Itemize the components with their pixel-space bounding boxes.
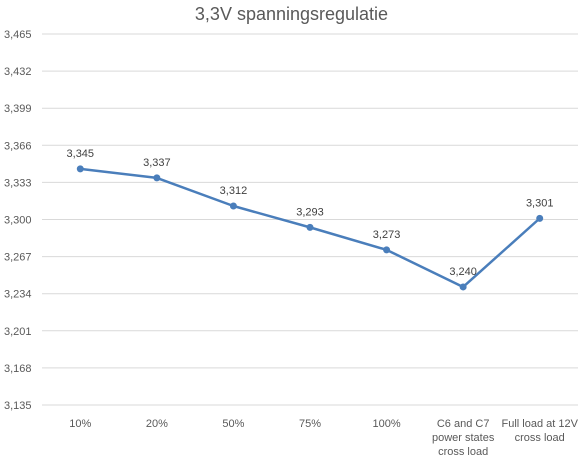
data-point [459,283,467,291]
data-label: 3,345 [67,148,95,160]
y-tick-label: 3,333 [4,177,32,189]
x-tick-label: 20% [146,418,168,430]
data-label: 3,293 [296,206,324,218]
y-tick-label: 3,366 [4,140,32,152]
data-label: 3,273 [373,229,401,241]
y-tick-label: 3,465 [4,29,32,41]
data-point [306,223,314,231]
x-tick-label: 100% [373,418,401,430]
data-point [153,174,161,182]
data-label: 3,240 [449,266,477,278]
x-tick-label: 10% [69,418,91,430]
data-point [383,246,391,254]
y-tick-label: 3,234 [4,289,32,301]
data-label: 3,337 [143,157,171,169]
chart-title: 3,3V spanningsregulatie [194,4,389,24]
data-point [76,165,84,173]
data-point [536,214,544,222]
x-tick-label: 75% [299,418,321,430]
y-tick-label: 3,201 [4,326,32,338]
y-tick-label: 3,168 [4,363,32,375]
y-tick-label: 3,399 [4,103,32,115]
data-label: 3,312 [220,185,248,197]
y-tick-label: 3,135 [4,400,32,412]
y-tick-label: 3,432 [4,66,32,78]
y-tick-label: 3,267 [4,252,32,264]
data-point [229,202,237,210]
data-label: 3,301 [526,197,554,209]
x-tick-label: Full load at 12V cross load [501,418,578,444]
x-tick-label: 50% [222,418,244,430]
x-tick-label: C6 and C7 power states cross load [432,418,495,457]
y-tick-label: 3,300 [4,215,32,227]
